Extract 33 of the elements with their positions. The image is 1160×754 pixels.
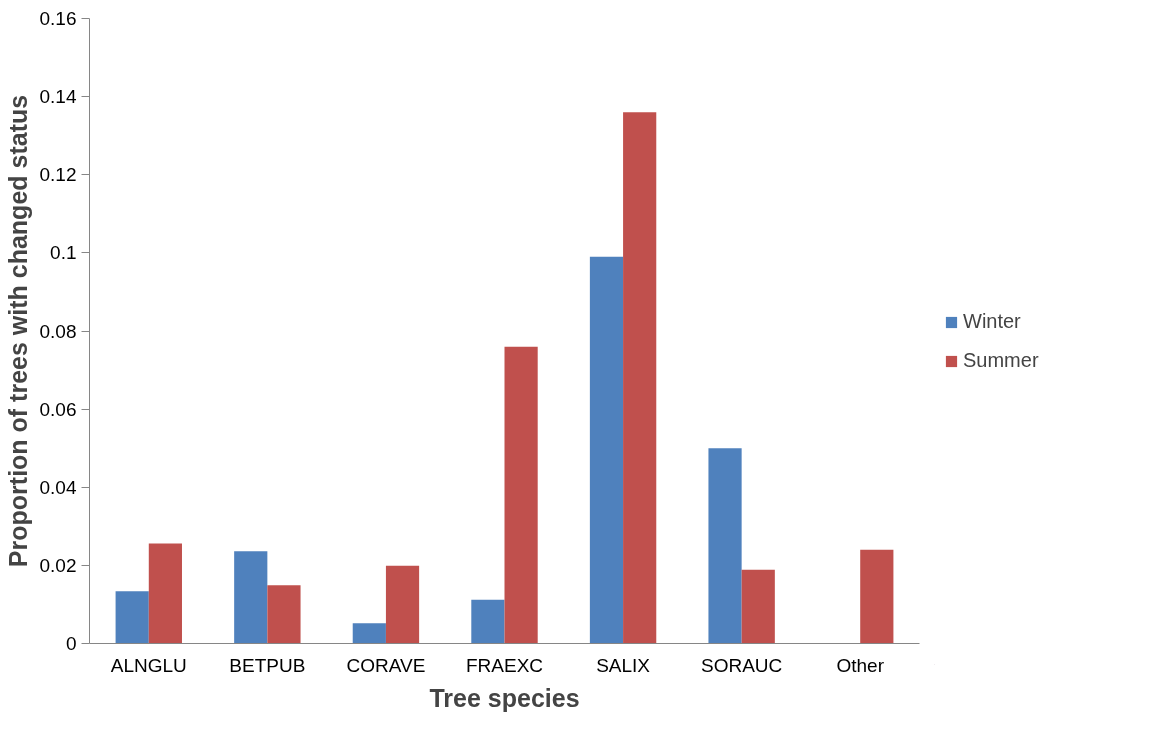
x-tick-label: SORAUC (701, 654, 783, 676)
x-tick-label: CORAVE (346, 654, 426, 676)
x-tick-label: ALNGLU (110, 654, 187, 676)
bar (708, 448, 742, 644)
y-tick-label: 0.1 (50, 242, 77, 264)
legend-label: Winter (963, 310, 1021, 333)
x-tick-label: BETPUB (229, 654, 306, 676)
y-tick-label: 0.08 (39, 320, 77, 342)
bar (148, 543, 182, 644)
x-axis-title: Tree species (429, 683, 580, 712)
bar (385, 565, 420, 644)
bar (234, 551, 268, 644)
bar (471, 599, 505, 644)
y-tick-label: 0.06 (39, 398, 77, 420)
bar (860, 549, 894, 644)
bar (352, 623, 386, 644)
x-tick-label: FRAEXC (465, 654, 544, 676)
y-tick-label: 0 (65, 633, 77, 654)
y-tick-label: 0.12 (39, 164, 77, 186)
y-axis-title: Proportion of trees with changed status (3, 94, 32, 568)
bar (115, 591, 149, 644)
y-tick-label: 0.04 (39, 476, 77, 498)
bar (504, 346, 538, 644)
bar (589, 256, 624, 644)
bar (623, 112, 657, 644)
legend-label: Summer (963, 349, 1039, 372)
bar (267, 585, 301, 644)
y-tick-label: 0.16 (39, 8, 77, 29)
x-tick-label: Other (836, 654, 885, 676)
y-tick-label: 0.14 (39, 86, 77, 108)
x-tick-label: SALIX (596, 654, 651, 676)
bar (741, 569, 775, 644)
y-tick-label: 0.02 (39, 554, 77, 576)
